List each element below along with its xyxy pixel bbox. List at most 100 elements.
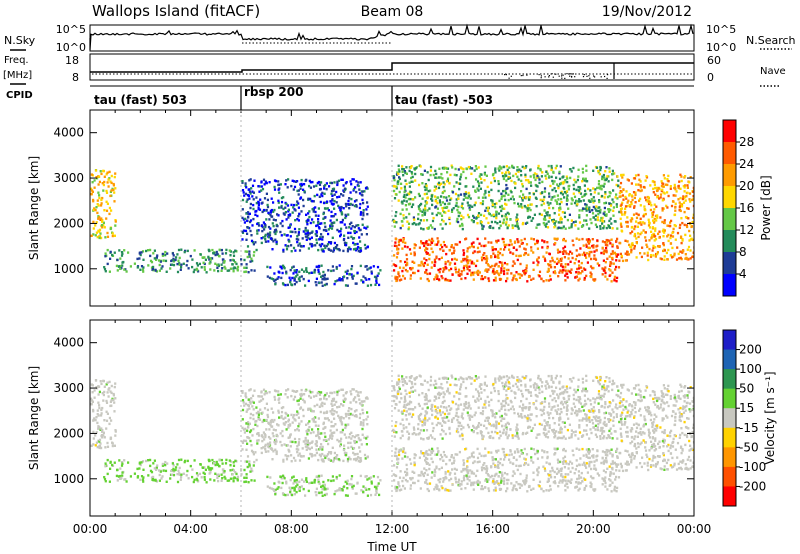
power-cell bbox=[625, 220, 628, 224]
power-cell bbox=[369, 283, 373, 287]
power-cell bbox=[298, 279, 301, 282]
velocity-cell bbox=[354, 453, 357, 456]
velocity-cell bbox=[252, 427, 255, 431]
power-cell bbox=[468, 208, 472, 211]
power-cell bbox=[471, 167, 474, 170]
power-cell bbox=[266, 205, 270, 209]
velocity-cell bbox=[223, 470, 226, 473]
power-cell bbox=[644, 179, 647, 182]
nave-dot bbox=[551, 73, 553, 75]
velocity-cell bbox=[575, 459, 578, 462]
power-cell bbox=[578, 253, 581, 257]
power-cell bbox=[447, 209, 450, 212]
power-cell bbox=[501, 171, 504, 175]
power-cell bbox=[319, 236, 322, 239]
velocity-cell bbox=[323, 411, 326, 415]
velocity-cell bbox=[92, 430, 95, 434]
power-cell bbox=[603, 213, 606, 217]
power-cell bbox=[507, 193, 510, 196]
power-cell bbox=[539, 198, 542, 202]
power-cell bbox=[634, 225, 637, 228]
power-cell bbox=[477, 212, 481, 215]
power-cell bbox=[100, 202, 103, 205]
power-cell bbox=[580, 261, 583, 265]
velocity-cell bbox=[341, 431, 344, 434]
velocity-cell bbox=[267, 435, 271, 439]
velocity-cell bbox=[357, 437, 360, 440]
power-cell bbox=[326, 207, 329, 210]
power-cell bbox=[674, 202, 677, 205]
velocity-cell bbox=[287, 423, 290, 427]
nave-dot bbox=[555, 73, 557, 75]
power-cell bbox=[557, 226, 560, 229]
power-cell bbox=[633, 177, 637, 180]
power-cell bbox=[516, 222, 519, 225]
power-cell bbox=[356, 271, 359, 274]
power-cell bbox=[339, 233, 342, 236]
velocity-cell bbox=[293, 486, 296, 489]
power-cell bbox=[663, 249, 666, 252]
velocity-cell bbox=[319, 455, 322, 458]
power-cell bbox=[234, 261, 237, 264]
velocity-cell bbox=[92, 418, 95, 422]
velocity-cell bbox=[249, 412, 252, 416]
power-cell bbox=[538, 275, 541, 278]
power-cell bbox=[248, 190, 251, 193]
power-cell bbox=[402, 168, 405, 171]
power-cell bbox=[444, 222, 447, 226]
power-cell bbox=[604, 275, 607, 278]
velocity-cell bbox=[113, 385, 116, 389]
power-cell bbox=[428, 207, 431, 210]
velocity-cell bbox=[323, 432, 326, 435]
nave-dot bbox=[588, 75, 590, 77]
power-cell bbox=[392, 175, 395, 178]
power-cell bbox=[644, 196, 647, 199]
power-cell bbox=[285, 202, 288, 206]
velocity-cell bbox=[506, 473, 509, 476]
power-cell bbox=[375, 276, 378, 279]
power-cell bbox=[140, 265, 144, 268]
power-cell bbox=[659, 196, 662, 199]
velocity-cell bbox=[427, 489, 430, 493]
velocity-cell bbox=[358, 402, 362, 405]
power-cell bbox=[552, 220, 555, 223]
velocity-cell bbox=[305, 477, 308, 480]
velocity-cell bbox=[338, 416, 341, 419]
power-cell bbox=[408, 192, 411, 196]
velocity-cell bbox=[246, 460, 249, 463]
power-cell bbox=[450, 164, 453, 167]
power-cell bbox=[558, 213, 561, 216]
power-cell bbox=[326, 277, 329, 280]
velocity-cell bbox=[164, 460, 167, 464]
power-cell bbox=[440, 172, 443, 176]
power-cell bbox=[250, 269, 253, 272]
power-cell bbox=[345, 243, 348, 247]
power-cell bbox=[203, 262, 206, 266]
velocity-cell bbox=[178, 472, 181, 475]
velocity-cell bbox=[279, 475, 282, 479]
power-cell bbox=[96, 203, 99, 206]
power-cell bbox=[455, 220, 458, 223]
velocity-cell bbox=[142, 480, 145, 483]
velocity-cell bbox=[506, 482, 509, 485]
power-cell bbox=[487, 221, 490, 225]
power-cell bbox=[541, 180, 544, 184]
power-cell bbox=[481, 196, 485, 199]
power-cell bbox=[598, 264, 601, 267]
velocity-cell bbox=[353, 441, 356, 445]
power-cell bbox=[443, 268, 446, 271]
power-cell bbox=[296, 200, 299, 203]
velocity-cell bbox=[605, 456, 608, 460]
power-cell bbox=[439, 212, 442, 215]
power-cell bbox=[561, 176, 564, 179]
velocity-cell bbox=[322, 458, 325, 461]
velocity-cell bbox=[103, 476, 106, 479]
power-cell bbox=[603, 249, 606, 252]
power-cell bbox=[538, 223, 541, 226]
velocity-cell bbox=[217, 474, 220, 478]
power-cell bbox=[252, 203, 255, 207]
power-cell bbox=[293, 227, 297, 231]
velocity-cell bbox=[296, 450, 299, 454]
power-cell bbox=[536, 241, 539, 245]
power-cell bbox=[462, 170, 465, 174]
